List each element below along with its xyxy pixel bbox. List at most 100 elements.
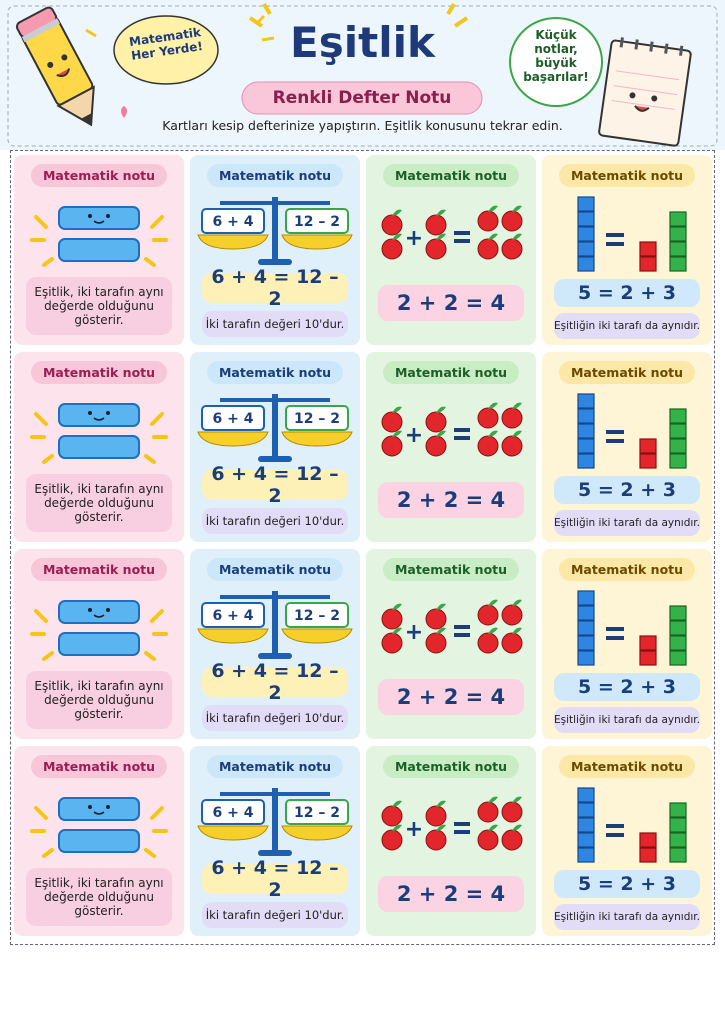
cube: [639, 650, 657, 666]
badge: Matematik notu: [382, 361, 520, 384]
apple-leaf: [392, 627, 402, 634]
badge: Matematik notu: [30, 558, 168, 581]
equals-sign: [606, 824, 624, 828]
green-card: Matematik notu +2 + 2 = 4: [366, 549, 536, 739]
cube: [577, 453, 595, 469]
apple-leaf: [512, 233, 522, 240]
note-text: Eşitlik, iki tarafın aynı değerde olduğu…: [26, 868, 172, 926]
equals-sign: [454, 231, 470, 235]
equation: 6 + 4 = 12 – 2: [202, 266, 348, 310]
ray: [34, 215, 48, 229]
balance-scale: 6 + 4 12 – 2: [197, 197, 353, 265]
cube: [577, 620, 595, 636]
badge: Matematik notu: [206, 558, 344, 581]
cube: [669, 635, 687, 651]
apple: [425, 829, 447, 851]
equation: 6 + 4 = 12 – 2: [202, 463, 348, 507]
cube: [669, 832, 687, 848]
ray: [42, 257, 54, 267]
scale-post: [272, 394, 278, 458]
eye: [106, 411, 110, 415]
eye: [88, 608, 92, 612]
apples: +: [381, 796, 523, 851]
apple: [381, 632, 403, 654]
apple-leaf: [392, 430, 402, 437]
pan-label-box: [285, 799, 349, 825]
equals-sign: [454, 436, 470, 440]
eye: [88, 214, 92, 218]
note-text: Eşitliğin iki tarafı da aynıdır.: [554, 707, 700, 733]
ray: [42, 848, 54, 858]
badge: Matematik notu: [558, 558, 696, 581]
pan-label-box: [201, 602, 265, 628]
apple-leaf: [436, 209, 446, 216]
cube: [669, 256, 687, 272]
ray: [34, 412, 48, 426]
yellow-card: Matematik notu 5 = 2 + 3 Eşitliğin iki tar…: [542, 352, 712, 542]
apple-leaf: [512, 205, 522, 212]
equals-bar: [58, 238, 140, 262]
ray: [144, 848, 156, 858]
apple-leaf: [488, 233, 498, 240]
cube: [669, 211, 687, 227]
scale-pan: [281, 628, 353, 644]
scale-pan: [281, 825, 353, 841]
subtitle: Renkli Defter Notu: [272, 88, 452, 108]
pink-card: Matematik notu Eşitlik, iki tarafın aynı …: [14, 155, 184, 345]
equals-icon: [30, 797, 168, 858]
pan-label-box: [285, 405, 349, 431]
equation: 5 = 2 + 3: [554, 476, 700, 504]
right-bubble-text: Küçük notlar, büyük başarılar!: [523, 28, 589, 84]
cut-area: [10, 150, 715, 945]
apple: [501, 238, 523, 260]
cube: [577, 650, 595, 666]
badge: Matematik notu: [382, 755, 520, 778]
cube: [669, 847, 687, 863]
ray: [144, 257, 156, 267]
equals-sign: [454, 822, 470, 826]
cube: [669, 438, 687, 454]
apple: [425, 238, 447, 260]
apple: [425, 632, 447, 654]
apple: [381, 608, 403, 630]
equals-sign: [454, 633, 470, 637]
cubes: [577, 196, 687, 272]
equals-sign: [454, 428, 470, 432]
cube: [577, 196, 595, 212]
apple: [501, 829, 523, 851]
equals-bar: [58, 829, 140, 853]
pan-label: 12 – 2: [294, 411, 340, 427]
pan-label-box: [285, 208, 349, 234]
cube: [669, 620, 687, 636]
apple-leaf: [512, 599, 522, 606]
pan-label: 6 + 4: [213, 608, 254, 624]
ray: [150, 609, 164, 623]
equals-sign: [454, 625, 470, 629]
balance-scale: 6 + 4 12 – 2: [197, 394, 353, 462]
cube: [639, 635, 657, 651]
cube: [577, 817, 595, 833]
ray: [150, 806, 164, 820]
equation: 5 = 2 + 3: [554, 279, 700, 307]
note-text: Eşitlik, iki tarafın aynı değerde olduğu…: [26, 671, 172, 729]
pan-label-box: [285, 602, 349, 628]
apple: [381, 829, 403, 851]
apple: [477, 238, 499, 260]
cube: [639, 832, 657, 848]
apple: [501, 632, 523, 654]
apple: [477, 632, 499, 654]
scale-base: [258, 653, 292, 659]
yellow-card: Matematik notu 5 = 2 + 3 Eşitliğin iki tar…: [542, 155, 712, 345]
apple-leaf: [392, 800, 402, 807]
apple: [501, 801, 523, 823]
balance-scale: 6 + 4 12 – 2: [197, 591, 353, 659]
apple-leaf: [392, 209, 402, 216]
cube: [669, 241, 687, 257]
eye: [106, 214, 110, 218]
equals-bar: [58, 797, 140, 821]
cube: [577, 393, 595, 409]
apple-leaf: [488, 824, 498, 831]
cube: [639, 847, 657, 863]
